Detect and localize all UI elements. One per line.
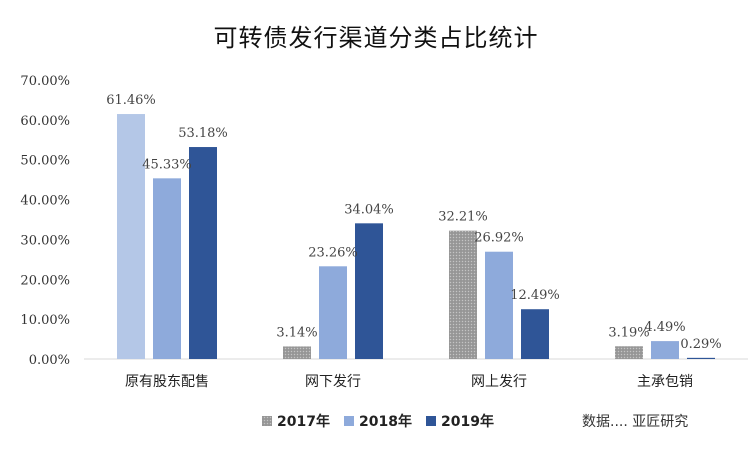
x-axis: 原有股东配售 网下发行 网上发行 主承包销 <box>125 374 693 390</box>
y-tick-label: 30.00% <box>20 233 70 248</box>
data-label: 34.04% <box>344 202 394 217</box>
watermark: 数据.... 亚匠研究 <box>582 414 688 430</box>
y-tick-label: 50.00% <box>20 154 70 169</box>
bar-3-1 <box>651 341 679 359</box>
legend-label: 2018年 <box>359 413 412 430</box>
bar-1-1 <box>319 266 347 359</box>
bar-0-0 <box>117 114 145 360</box>
data-label: 26.92% <box>474 231 524 246</box>
legend-swatch <box>426 416 436 426</box>
bar-0-2 <box>189 147 217 359</box>
legend-label: 2019年 <box>441 413 494 430</box>
legend-swatch <box>262 416 272 426</box>
y-tick-label: 10.00% <box>20 313 70 328</box>
bar-2-0 <box>449 230 477 359</box>
legend-swatch <box>344 416 354 426</box>
y-tick-label: 0.00% <box>29 353 70 368</box>
x-category-label: 原有股东配售 <box>125 374 209 390</box>
legend: 2017年 2018年 2019年 <box>262 413 494 430</box>
y-tick-label: 40.00% <box>20 194 70 209</box>
data-label: 3.14% <box>276 325 317 340</box>
data-label: 61.46% <box>106 93 156 108</box>
data-label: 12.49% <box>510 288 560 303</box>
bar-0-1 <box>153 178 181 359</box>
data-label: 45.33% <box>142 157 192 172</box>
x-category-label: 主承包销 <box>637 374 693 390</box>
x-category-label: 网下发行 <box>305 374 361 390</box>
chart-title: 可转债发行渠道分类占比统计 <box>214 24 539 52</box>
bar-3-0 <box>615 346 643 359</box>
y-tick-label: 20.00% <box>20 273 70 288</box>
bar-2-1 <box>485 251 513 359</box>
legend-label: 2017年 <box>277 413 330 430</box>
bar-1-2 <box>355 223 383 359</box>
data-labels: 61.46% 45.33% 53.18% 3.14% 23.26% 34.04% 32.21… <box>106 93 721 352</box>
data-label: 32.21% <box>438 210 488 225</box>
data-label: 3.19% <box>608 325 649 340</box>
bars <box>117 114 715 360</box>
y-tick-label: 60.00% <box>20 114 70 129</box>
data-label: 4.49% <box>644 320 685 335</box>
bar-3-2 <box>687 357 715 359</box>
bar-1-0 <box>283 346 311 359</box>
data-label: 23.26% <box>308 245 358 260</box>
data-label: 0.29% <box>680 337 721 352</box>
y-tick-label: 70.00% <box>20 74 70 89</box>
data-label: 53.18% <box>178 126 228 141</box>
x-category-label: 网上发行 <box>471 374 527 390</box>
bar-2-2 <box>521 309 549 359</box>
